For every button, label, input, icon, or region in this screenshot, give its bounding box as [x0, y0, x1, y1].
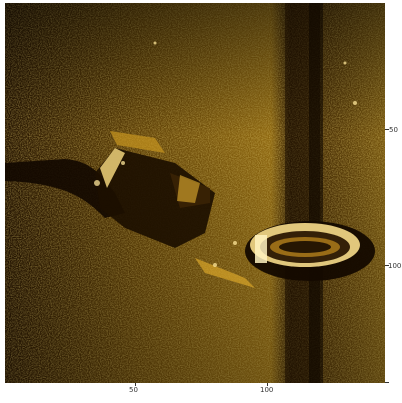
bottom-axis-tick: [267, 383, 268, 386]
right-axis-tick-label: 100: [388, 262, 402, 270]
bottom-axis: 50 100: [0, 383, 402, 403]
tow-shadow: [5, 159, 125, 218]
right-axis-tick: [385, 129, 389, 130]
right-axis-tick: [385, 265, 389, 266]
circular-object: [245, 221, 375, 281]
wreck-hull: [95, 131, 255, 288]
bottom-axis-tick-label: 100: [260, 386, 274, 394]
sonar-image: [5, 3, 385, 383]
right-axis: 50 100 150: [385, 3, 402, 395]
nadir-shadow-strip: [309, 3, 323, 383]
bottom-axis-tick-label: 50: [129, 386, 138, 394]
right-axis-tick: [385, 382, 389, 383]
bottom-axis-tick: [135, 383, 136, 386]
speckle-highlights: [94, 41, 357, 267]
right-axis-tick-label: 50: [389, 126, 398, 134]
